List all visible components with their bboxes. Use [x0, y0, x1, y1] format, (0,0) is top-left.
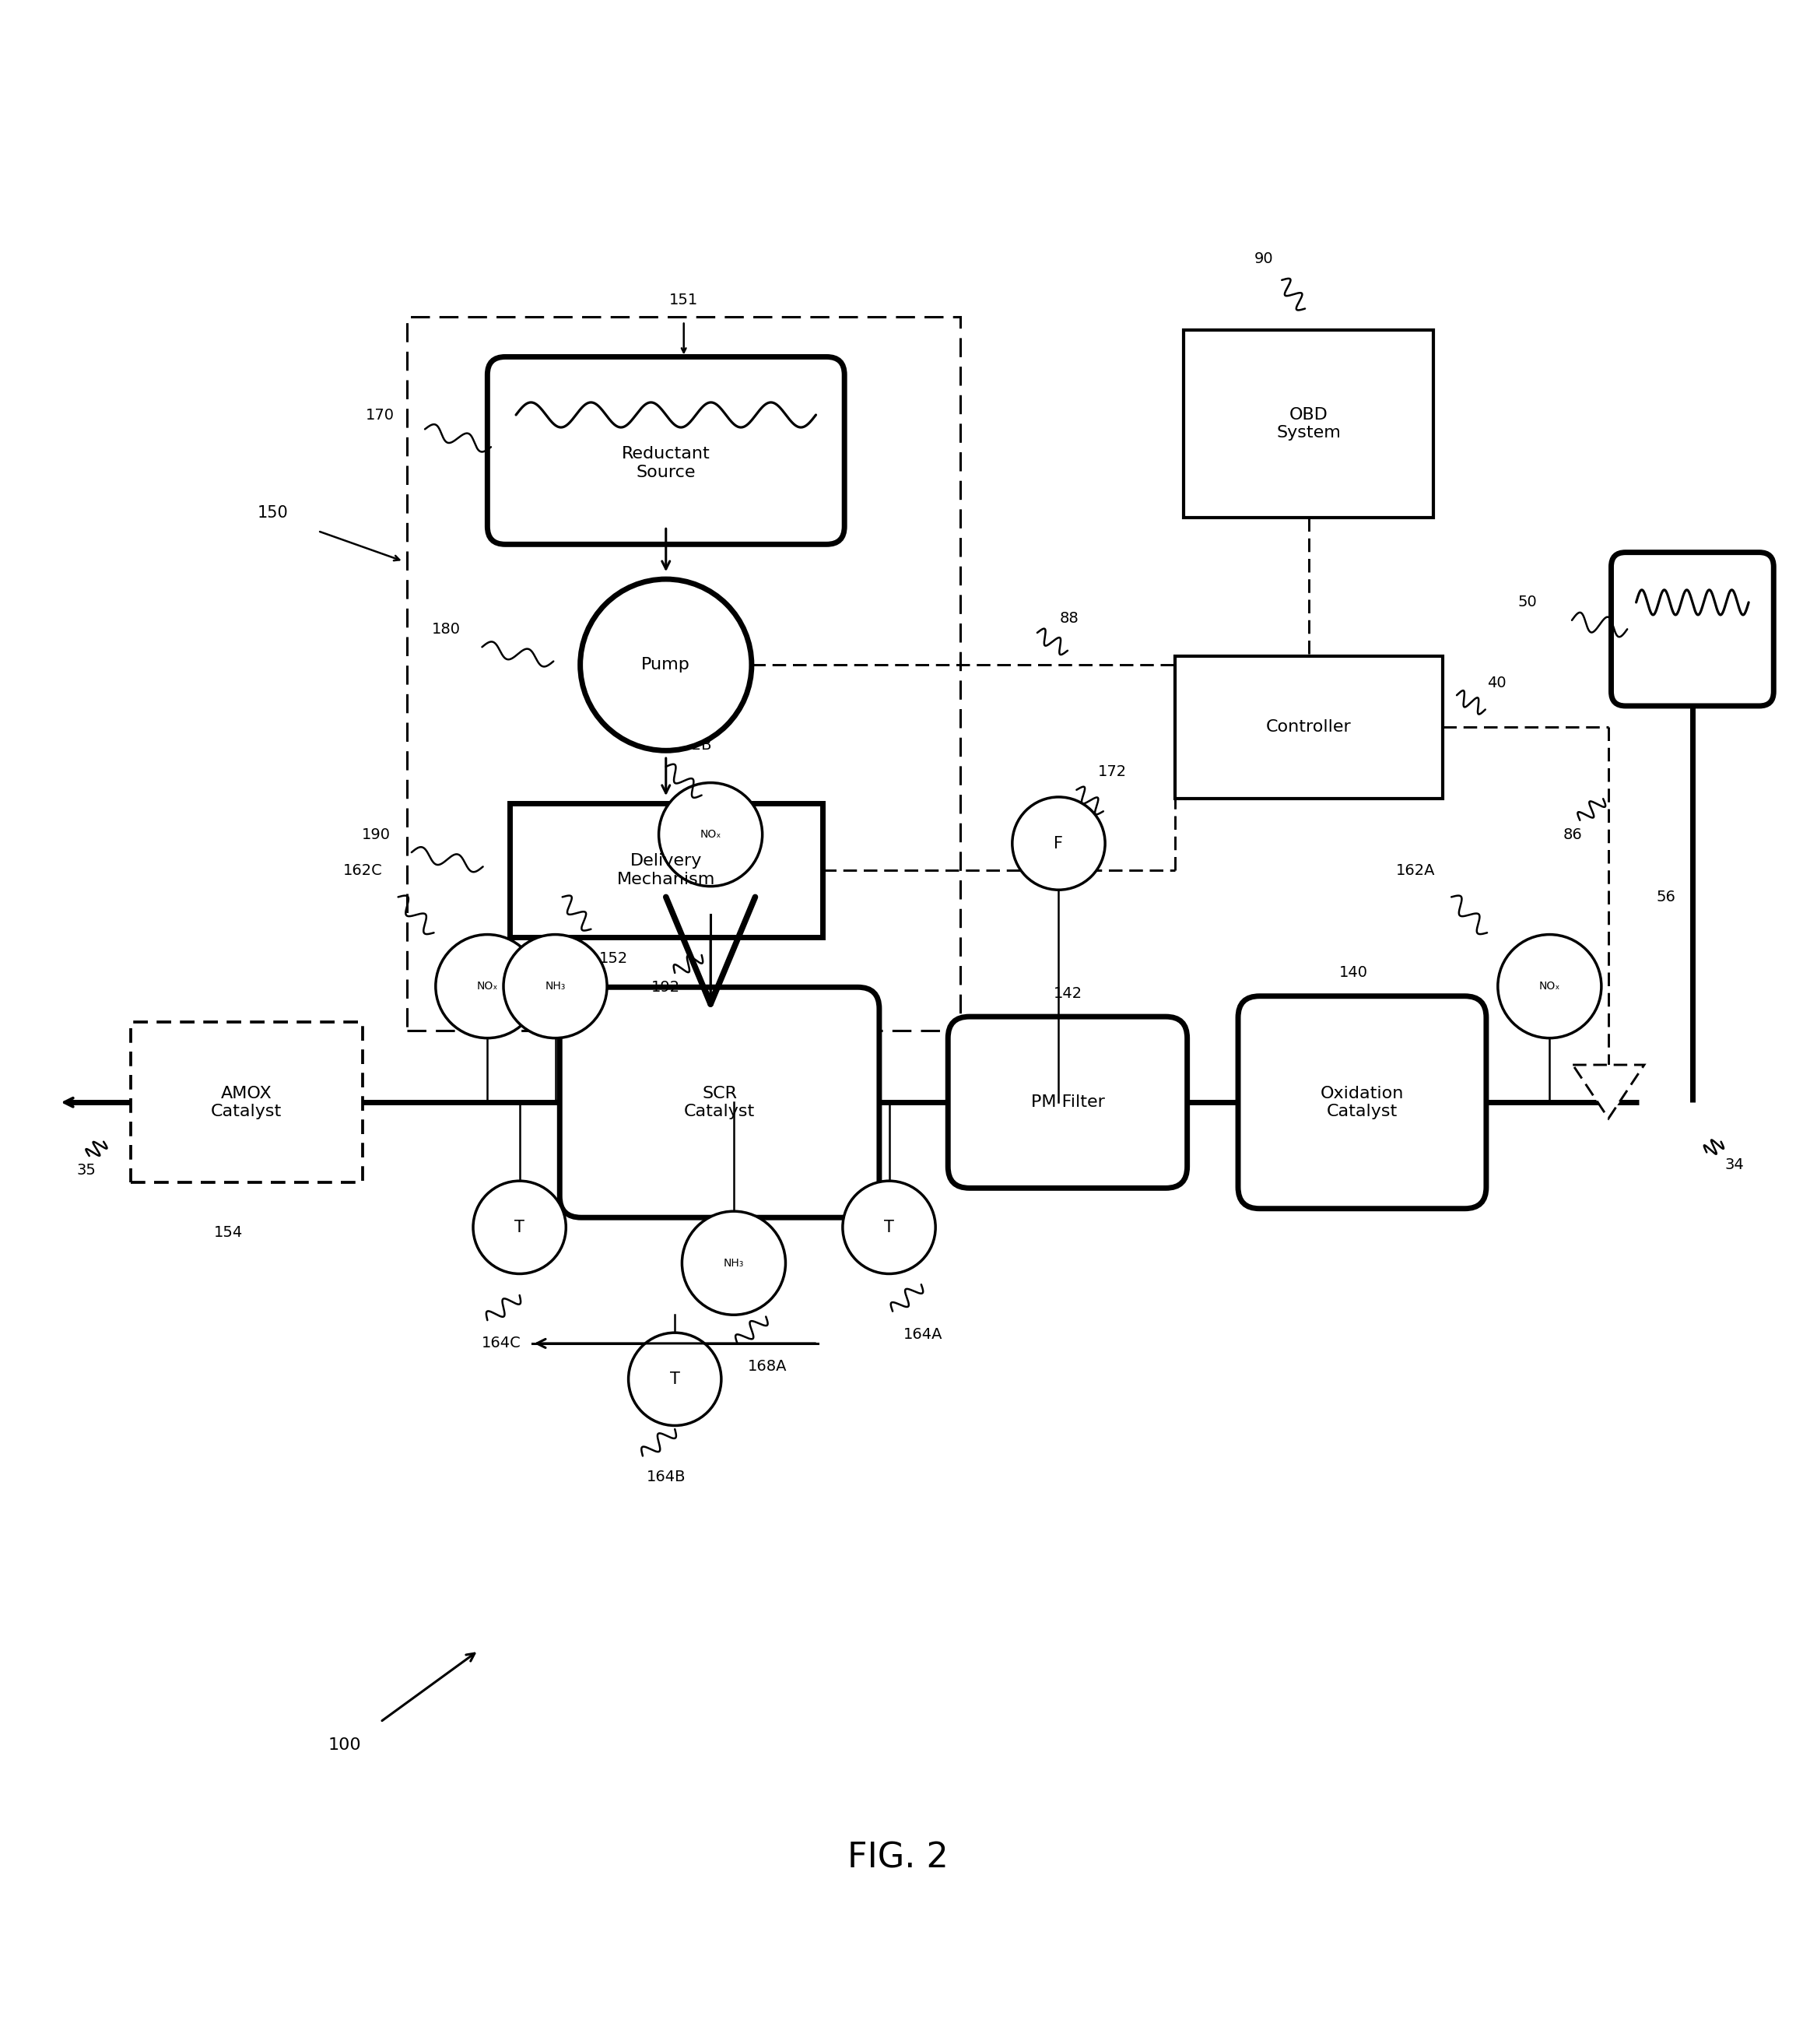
Text: 86: 86 — [1563, 828, 1582, 842]
Circle shape — [580, 578, 751, 750]
Text: FIG. 2: FIG. 2 — [848, 1842, 948, 1874]
Text: 35: 35 — [77, 1163, 97, 1177]
Text: T: T — [884, 1220, 894, 1235]
Text: NH₃: NH₃ — [724, 1257, 744, 1269]
Text: 34: 34 — [1724, 1157, 1744, 1173]
Text: 88: 88 — [1060, 611, 1079, 625]
Text: 142: 142 — [1052, 985, 1081, 1002]
Text: Pump: Pump — [641, 656, 690, 672]
Text: 170: 170 — [366, 407, 395, 423]
Text: PM Filter: PM Filter — [1031, 1096, 1105, 1110]
Text: 164A: 164A — [903, 1327, 943, 1343]
FancyBboxPatch shape — [1184, 329, 1433, 517]
Text: 144: 144 — [661, 1386, 690, 1400]
Text: 164B: 164B — [647, 1470, 686, 1484]
Circle shape — [842, 1181, 936, 1273]
Text: 50: 50 — [1518, 595, 1537, 609]
Text: AMOX
Catalyst: AMOX Catalyst — [210, 1085, 282, 1120]
Circle shape — [1498, 934, 1602, 1038]
Circle shape — [659, 783, 762, 887]
Text: 140: 140 — [1338, 965, 1367, 981]
Text: 190: 190 — [361, 828, 390, 842]
FancyBboxPatch shape — [1237, 995, 1487, 1208]
Text: 90: 90 — [1254, 251, 1273, 266]
Text: 100: 100 — [329, 1737, 361, 1754]
Text: 168B: 168B — [573, 863, 612, 877]
FancyBboxPatch shape — [510, 803, 823, 938]
Circle shape — [436, 934, 539, 1038]
Text: F: F — [1054, 836, 1063, 850]
Text: 162A: 162A — [1395, 863, 1435, 877]
Text: 151: 151 — [670, 292, 699, 307]
FancyBboxPatch shape — [1611, 552, 1774, 705]
FancyBboxPatch shape — [948, 1016, 1187, 1188]
Text: 56: 56 — [1656, 889, 1676, 903]
Circle shape — [472, 1181, 566, 1273]
Text: 150: 150 — [257, 505, 289, 521]
Text: Oxidation
Catalyst: Oxidation Catalyst — [1320, 1085, 1404, 1120]
FancyBboxPatch shape — [487, 358, 844, 544]
Text: NOₓ: NOₓ — [1539, 981, 1561, 991]
Text: 164C: 164C — [481, 1337, 521, 1351]
Text: NOₓ: NOₓ — [476, 981, 497, 991]
Polygon shape — [1573, 1065, 1643, 1118]
Text: 172: 172 — [1097, 764, 1126, 779]
Text: 162C: 162C — [343, 863, 383, 877]
FancyBboxPatch shape — [131, 1022, 363, 1183]
Text: Reductant
Source: Reductant Source — [621, 446, 709, 480]
Text: 40: 40 — [1487, 675, 1507, 691]
Text: 152: 152 — [600, 950, 629, 967]
Text: T: T — [670, 1372, 681, 1388]
Text: 162B: 162B — [674, 738, 713, 752]
Text: OBD
System: OBD System — [1277, 407, 1342, 442]
Text: 168A: 168A — [749, 1359, 787, 1374]
Text: 180: 180 — [433, 621, 462, 636]
FancyBboxPatch shape — [560, 987, 880, 1218]
Text: T: T — [514, 1220, 524, 1235]
Circle shape — [503, 934, 607, 1038]
Circle shape — [629, 1333, 722, 1425]
Circle shape — [682, 1212, 785, 1314]
Text: Controller: Controller — [1266, 719, 1351, 736]
Text: NH₃: NH₃ — [544, 981, 566, 991]
FancyBboxPatch shape — [1175, 656, 1442, 799]
Text: Delivery
Mechanism: Delivery Mechanism — [616, 854, 715, 887]
Text: 154: 154 — [214, 1224, 242, 1241]
Text: 192: 192 — [652, 979, 681, 995]
Circle shape — [1013, 797, 1105, 889]
Text: SCR
Catalyst: SCR Catalyst — [684, 1085, 754, 1120]
Text: NOₓ: NOₓ — [700, 830, 722, 840]
